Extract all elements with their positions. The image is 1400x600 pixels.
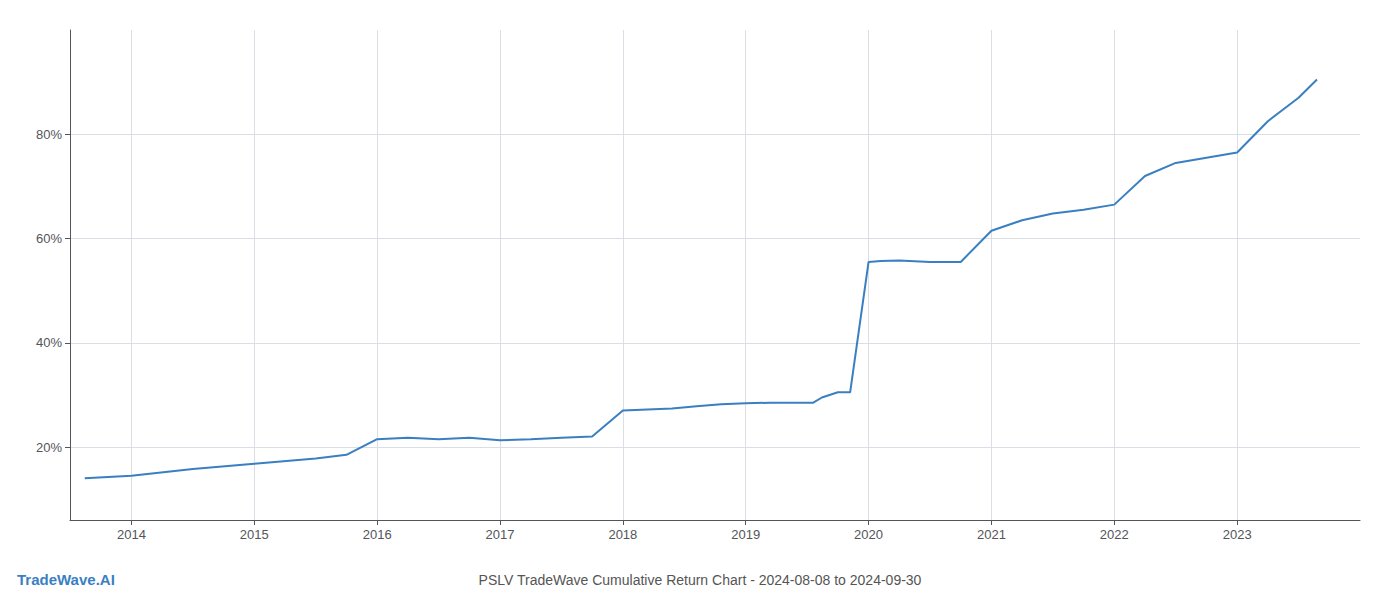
svg-text:2018: 2018 <box>608 527 637 542</box>
svg-text:2017: 2017 <box>486 527 515 542</box>
svg-text:TradeWave.AI: TradeWave.AI <box>17 571 115 588</box>
svg-text:2021: 2021 <box>977 527 1006 542</box>
svg-text:2020: 2020 <box>854 527 883 542</box>
svg-text:PSLV TradeWave Cumulative Retu: PSLV TradeWave Cumulative Return Chart -… <box>479 572 922 588</box>
svg-text:2023: 2023 <box>1223 527 1252 542</box>
svg-text:2019: 2019 <box>731 527 760 542</box>
svg-text:2022: 2022 <box>1100 527 1129 542</box>
svg-text:20%: 20% <box>36 440 62 455</box>
svg-text:80%: 80% <box>36 127 62 142</box>
svg-text:2016: 2016 <box>363 527 392 542</box>
svg-text:2015: 2015 <box>240 527 269 542</box>
svg-text:2014: 2014 <box>117 527 146 542</box>
svg-text:60%: 60% <box>36 231 62 246</box>
svg-text:40%: 40% <box>36 335 62 350</box>
